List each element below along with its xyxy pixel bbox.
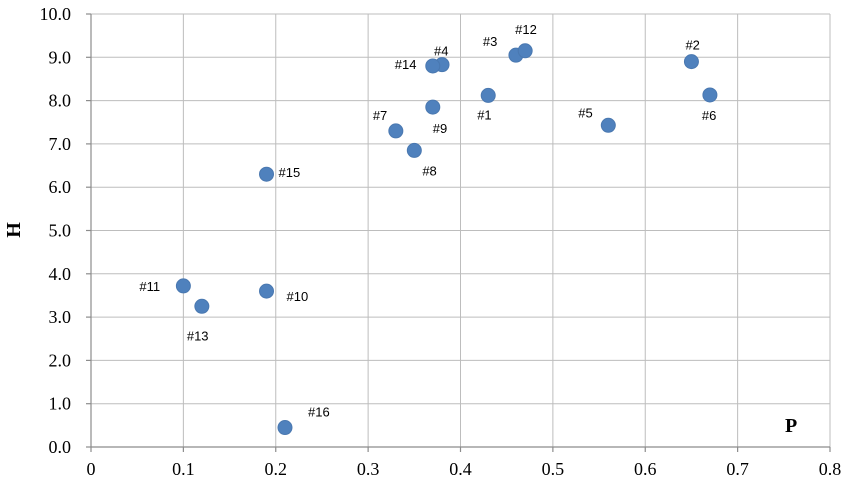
x-tick-label: 0.4 <box>449 459 472 479</box>
x-tick-label: 0 <box>87 459 96 479</box>
point-label: #6 <box>702 108 716 123</box>
data-point <box>683 54 699 70</box>
x-axis-title: P <box>785 415 797 437</box>
point-label: #5 <box>578 105 592 120</box>
grid <box>91 13 831 447</box>
y-tick-label: 6.0 <box>49 177 72 197</box>
x-tick-label: 0.1 <box>172 459 195 479</box>
x-tick-label: 0.2 <box>265 459 288 479</box>
point-label: #13 <box>187 328 209 343</box>
point-label: #10 <box>287 289 309 304</box>
point-labels: #1 #2 #3 #4 #5 #6 #7 #8 #9 #10 #11 #12 #13 #14 #15 #16 <box>139 22 716 420</box>
data-point <box>194 298 210 314</box>
data-point <box>425 99 441 115</box>
x-tick-label: 0.7 <box>726 459 749 479</box>
point-label: #4 <box>434 44 448 59</box>
data-point <box>277 420 293 436</box>
point-label: #2 <box>685 38 699 53</box>
y-tick-label: 7.0 <box>49 134 72 154</box>
point-label: #8 <box>422 163 436 178</box>
data-point <box>175 278 191 294</box>
point-label: #11 <box>139 279 160 294</box>
data-point <box>388 123 404 139</box>
y-tick-label: 4.0 <box>49 264 72 284</box>
y-tick-label: 3.0 <box>49 307 72 327</box>
data-point <box>702 87 718 103</box>
x-tick-label: 0.5 <box>542 459 565 479</box>
point-label: #9 <box>433 121 447 136</box>
point-label: #14 <box>395 57 417 72</box>
y-tick-label: 2.0 <box>49 350 72 370</box>
data-point <box>259 283 275 299</box>
data-point <box>259 166 275 182</box>
point-label: #12 <box>515 22 537 37</box>
data-point <box>517 43 533 59</box>
data-point <box>406 142 422 158</box>
y-tick-label: 1.0 <box>49 394 72 414</box>
data-point <box>480 87 496 103</box>
data-points <box>175 43 718 436</box>
y-tick-label: 0.0 <box>49 437 72 457</box>
y-tick-label: 9.0 <box>49 47 72 67</box>
x-tick-label: 0.3 <box>357 459 380 479</box>
tick-labels: 0 0.1 0.2 0.3 0.4 0.5 0.6 0.7 0.8 0.0 1.0 2.0 3.0 4.0… <box>40 4 842 479</box>
x-tick-label: 0.6 <box>634 459 657 479</box>
y-axis-title: H <box>3 222 25 238</box>
point-label: #7 <box>373 108 387 123</box>
point-label: #16 <box>308 405 330 420</box>
point-label: #1 <box>477 107 491 122</box>
y-tick-label: 8.0 <box>49 91 72 111</box>
data-point <box>600 117 616 133</box>
axes <box>86 13 831 452</box>
y-tick-label: 10.0 <box>40 4 72 24</box>
point-label: #15 <box>279 165 301 180</box>
y-tick-label: 5.0 <box>49 221 72 241</box>
point-label: #3 <box>483 34 497 49</box>
data-point <box>425 58 441 74</box>
x-tick-label: 0.8 <box>819 459 842 479</box>
